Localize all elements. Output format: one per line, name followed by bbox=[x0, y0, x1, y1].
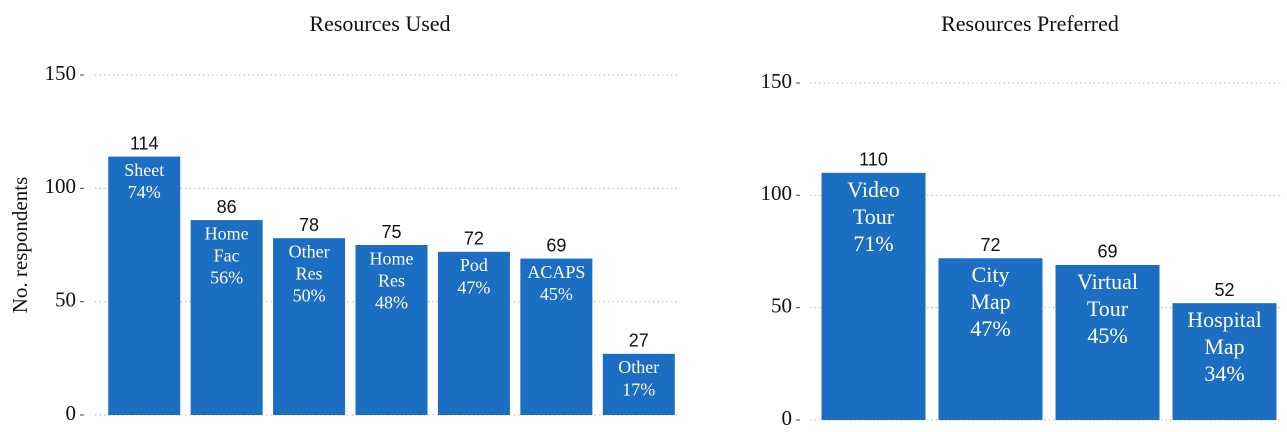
category-label: Other bbox=[618, 357, 659, 377]
percent-label: 17% bbox=[622, 379, 655, 399]
percent-label: 71% bbox=[853, 231, 893, 256]
y-tick-label: 150 bbox=[761, 69, 793, 93]
category-label: Home Res bbox=[370, 249, 414, 291]
value-label: 72 bbox=[464, 229, 484, 249]
category-label: Other Res bbox=[289, 242, 330, 284]
percent-label: 34% bbox=[1204, 361, 1244, 386]
y-tick-label: 100 bbox=[761, 181, 793, 205]
category-label: Hospital Map bbox=[1187, 307, 1262, 359]
category-label: Video Tour bbox=[847, 177, 899, 229]
bar bbox=[1172, 303, 1277, 420]
category-label: City Map bbox=[970, 262, 1010, 314]
category-label: ACAPS bbox=[527, 262, 585, 282]
y-tick-label: 100 bbox=[45, 174, 77, 198]
value-label: 78 bbox=[299, 215, 319, 235]
value-label: 69 bbox=[546, 235, 566, 255]
y-tick-label: 150 bbox=[45, 61, 77, 85]
value-label: 75 bbox=[381, 222, 401, 242]
bar bbox=[520, 258, 593, 415]
percent-label: 47% bbox=[457, 277, 490, 297]
category-label: Pod bbox=[460, 255, 488, 275]
percent-label: 56% bbox=[210, 268, 243, 288]
value-label: 72 bbox=[980, 235, 1000, 255]
chart-title: Resources Used bbox=[309, 11, 450, 36]
percent-label: 45% bbox=[1087, 323, 1127, 348]
y-tick-label: 0 bbox=[782, 406, 793, 430]
bar bbox=[821, 172, 926, 420]
value-label: 110 bbox=[859, 150, 888, 170]
bar bbox=[190, 220, 263, 415]
y-axis-label: No. respondents bbox=[8, 177, 32, 313]
y-tick-label: 50 bbox=[55, 287, 76, 311]
bar bbox=[1055, 264, 1160, 420]
percent-label: 48% bbox=[375, 293, 408, 313]
category-label: Sheet bbox=[124, 160, 164, 180]
percent-label: 50% bbox=[293, 286, 326, 306]
bar bbox=[108, 156, 181, 415]
value-label: 69 bbox=[1097, 242, 1117, 262]
percent-label: 74% bbox=[128, 182, 161, 202]
bar bbox=[273, 238, 346, 415]
y-tick-label: 50 bbox=[771, 293, 792, 317]
value-label: 114 bbox=[130, 133, 159, 153]
category-label: Virtual Tour bbox=[1077, 269, 1138, 321]
bar bbox=[355, 245, 428, 415]
percent-label: 45% bbox=[540, 284, 573, 304]
chart-title: Resources Preferred bbox=[941, 11, 1119, 36]
category-label: Home Fac bbox=[205, 224, 249, 266]
y-tick-label: 0 bbox=[66, 401, 77, 425]
bar bbox=[938, 258, 1043, 420]
value-label: 86 bbox=[217, 197, 237, 217]
percent-label: 47% bbox=[970, 316, 1010, 341]
bar bbox=[437, 251, 510, 415]
bar bbox=[602, 353, 675, 415]
value-label: 52 bbox=[1214, 280, 1234, 300]
value-label: 27 bbox=[629, 331, 649, 351]
